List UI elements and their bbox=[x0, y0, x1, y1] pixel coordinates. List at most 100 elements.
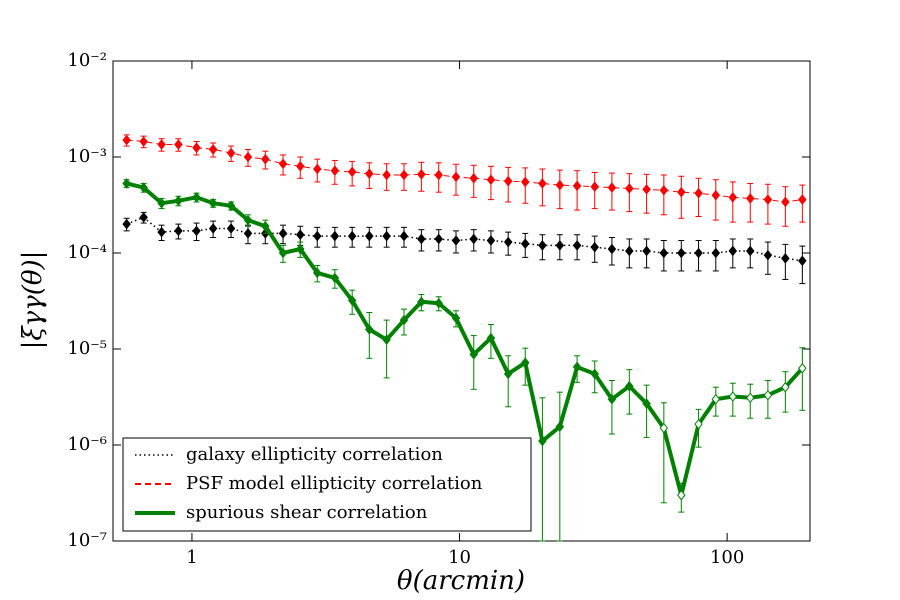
marker bbox=[746, 392, 755, 404]
error-bar bbox=[660, 402, 667, 504]
marker bbox=[503, 368, 513, 380]
marker bbox=[521, 176, 530, 188]
marker bbox=[486, 174, 496, 186]
y-axis-label: |ξγγ(θ)| bbox=[18, 251, 48, 350]
marker bbox=[278, 228, 288, 239]
marker bbox=[728, 391, 738, 402]
marker bbox=[607, 182, 617, 193]
marker bbox=[659, 422, 669, 434]
marker bbox=[711, 247, 721, 259]
y-tick-label: 10⁻⁴ bbox=[67, 242, 107, 263]
error-bar bbox=[799, 347, 806, 411]
marker bbox=[192, 192, 201, 203]
series-line bbox=[126, 216, 803, 262]
marker bbox=[503, 175, 513, 187]
marker bbox=[399, 314, 409, 326]
plot-frame bbox=[112, 60, 811, 542]
marker bbox=[521, 357, 530, 368]
legend-label: galaxy ellipticity correlation bbox=[186, 444, 443, 465]
series-line bbox=[126, 181, 804, 496]
marker bbox=[208, 144, 218, 155]
marker bbox=[451, 235, 461, 246]
error-bar bbox=[366, 311, 373, 359]
marker bbox=[278, 247, 288, 259]
marker bbox=[711, 393, 721, 405]
y-tick-label: 10⁻⁵ bbox=[67, 338, 107, 359]
marker bbox=[572, 180, 582, 192]
marker bbox=[677, 186, 686, 198]
marker bbox=[572, 361, 582, 373]
marker bbox=[174, 139, 183, 150]
error-bar bbox=[539, 397, 546, 542]
marker bbox=[746, 245, 755, 257]
y-tick-label: 10⁻⁶ bbox=[67, 434, 107, 455]
series bbox=[122, 211, 807, 285]
marker bbox=[469, 349, 478, 360]
legend-label: PSF model ellipticity correlation bbox=[186, 473, 483, 494]
marker bbox=[607, 393, 617, 405]
marker bbox=[122, 134, 131, 146]
marker bbox=[174, 195, 183, 207]
marker bbox=[434, 169, 443, 181]
marker bbox=[208, 197, 218, 209]
marker bbox=[330, 272, 340, 284]
marker bbox=[174, 225, 183, 237]
marker bbox=[365, 324, 374, 335]
marker bbox=[798, 194, 807, 205]
marker bbox=[694, 418, 703, 430]
error-bar bbox=[556, 391, 563, 542]
marker bbox=[139, 212, 148, 223]
marker bbox=[261, 153, 270, 165]
error-bar bbox=[470, 335, 477, 390]
marker bbox=[139, 136, 148, 147]
marker bbox=[417, 296, 426, 308]
marker bbox=[469, 172, 478, 184]
marker bbox=[711, 189, 721, 201]
marker bbox=[677, 489, 686, 501]
marker bbox=[728, 245, 738, 257]
marker bbox=[625, 380, 634, 392]
marker bbox=[157, 139, 166, 150]
x-tick-label: 1 bbox=[186, 547, 197, 568]
marker bbox=[417, 233, 426, 245]
marker bbox=[728, 192, 738, 203]
marker bbox=[451, 312, 461, 324]
marker bbox=[139, 182, 148, 193]
marker bbox=[399, 230, 409, 242]
series-line bbox=[126, 139, 803, 203]
marker bbox=[226, 200, 236, 212]
marker bbox=[486, 332, 496, 344]
marker bbox=[122, 178, 131, 189]
marker bbox=[261, 220, 270, 232]
marker bbox=[798, 255, 807, 267]
marker bbox=[365, 168, 374, 179]
x-axis-label: θ(arcmin) bbox=[397, 566, 525, 596]
marker bbox=[313, 230, 322, 242]
marker bbox=[226, 147, 236, 159]
marker bbox=[382, 169, 391, 181]
marker bbox=[590, 181, 599, 193]
marker bbox=[122, 218, 131, 230]
legend-box bbox=[122, 437, 532, 532]
x-tick-label: 10 bbox=[448, 547, 471, 568]
x-tick-label: 100 bbox=[710, 547, 744, 568]
marker bbox=[590, 368, 599, 380]
marker bbox=[451, 171, 461, 183]
marker bbox=[243, 228, 253, 239]
marker bbox=[694, 247, 703, 259]
marker bbox=[781, 253, 790, 264]
y-tick-label: 10⁻⁷ bbox=[67, 530, 107, 551]
marker bbox=[243, 151, 253, 163]
marker bbox=[157, 226, 166, 238]
marker bbox=[659, 184, 669, 196]
marker bbox=[296, 161, 305, 172]
marker bbox=[226, 223, 236, 234]
marker bbox=[538, 240, 547, 251]
marker bbox=[192, 142, 201, 153]
series bbox=[122, 134, 807, 227]
marker bbox=[642, 398, 651, 409]
marker bbox=[694, 187, 703, 199]
marker bbox=[781, 196, 790, 208]
marker bbox=[313, 267, 322, 279]
